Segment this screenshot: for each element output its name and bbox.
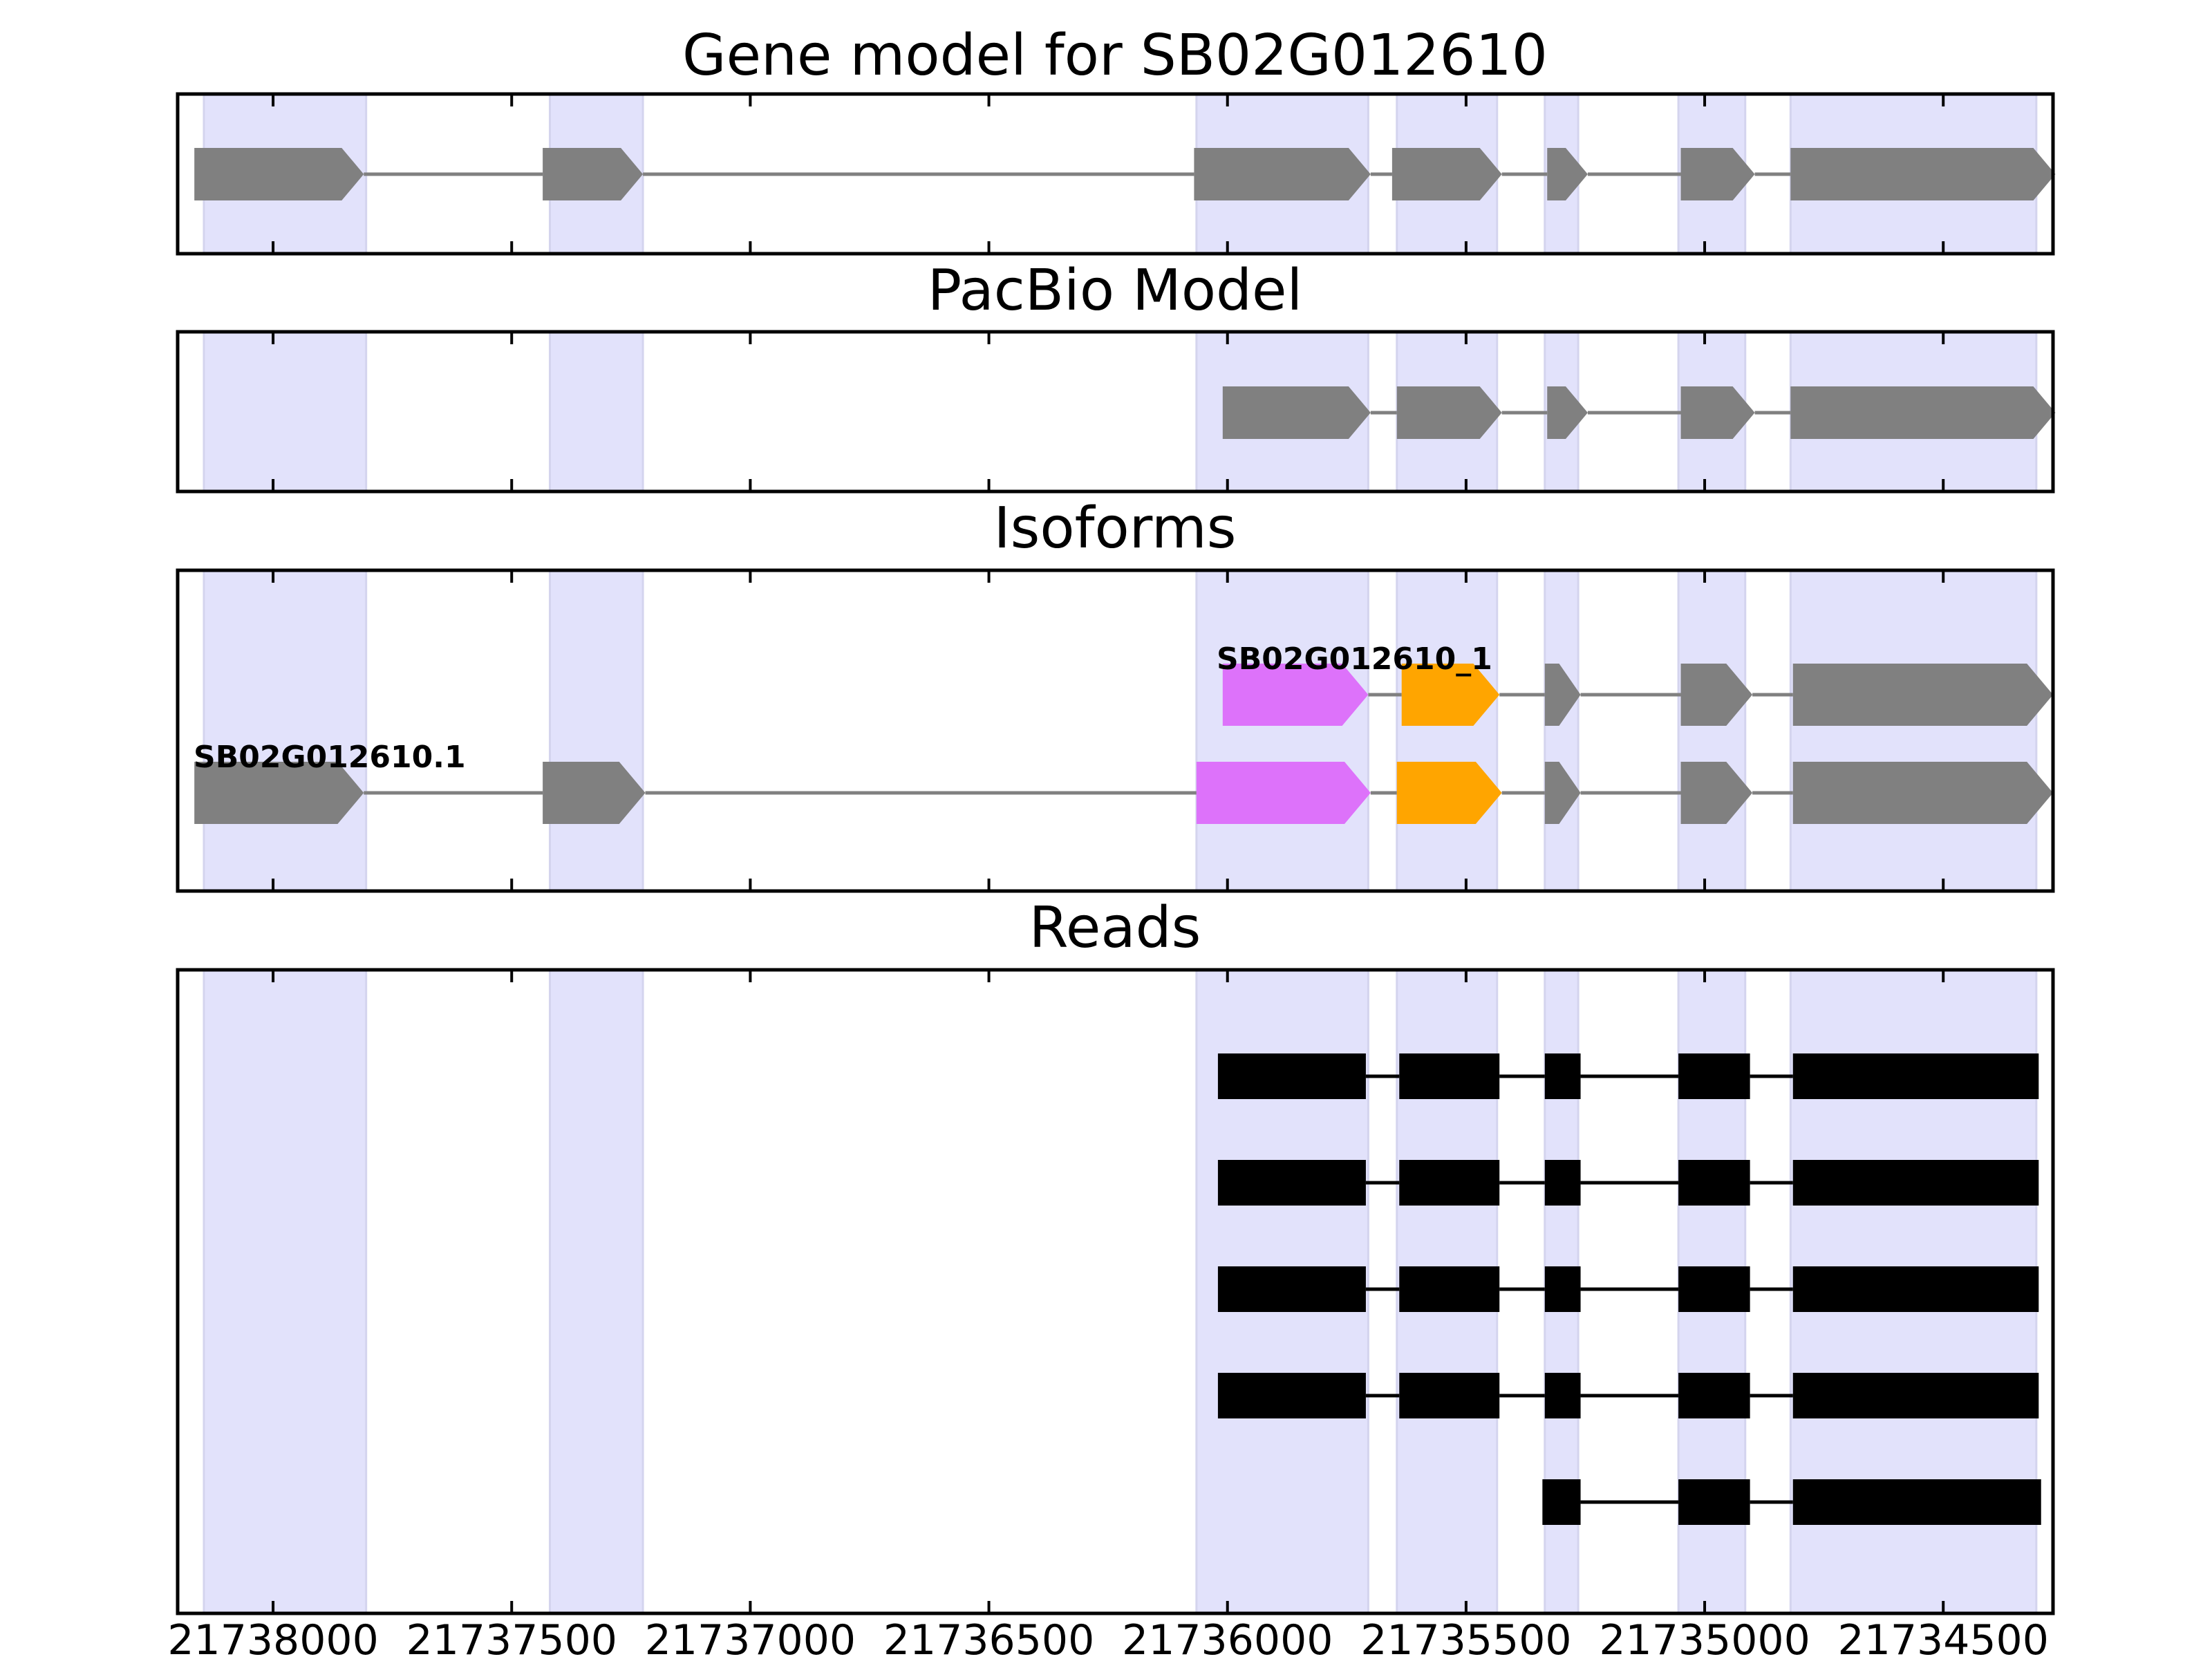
isoform-label: SB02G012610_1 <box>1217 641 1492 677</box>
x-axis-tick-labels: 21738000 21737500 21737000 21736500 21736000… <box>167 1616 2049 1659</box>
highlight-region <box>203 330 368 493</box>
read-block <box>1399 1266 1500 1312</box>
x-tick-label: 21737000 <box>645 1616 856 1659</box>
read-block <box>1792 1479 2041 1525</box>
ticks-isoforms <box>272 570 1945 891</box>
exon-arrow <box>1196 762 1371 824</box>
frame-pacbio <box>176 330 2055 494</box>
ticks-pacbio <box>272 332 1945 491</box>
exon-arrow <box>194 762 364 824</box>
x-tick-label: 21735000 <box>1599 1616 1810 1659</box>
read-block <box>1678 1160 1750 1206</box>
read-block <box>1544 1373 1581 1418</box>
highlight-region <box>548 968 644 1615</box>
exon-arrow <box>194 148 364 200</box>
exon-arrow <box>1544 664 1581 726</box>
x-tick-label: 21737500 <box>406 1616 617 1659</box>
highlight-layer-isoforms <box>203 569 2038 892</box>
highlight-region <box>1195 569 1369 892</box>
read-block <box>1544 1160 1581 1206</box>
x-tick-label: 21735500 <box>1360 1616 1571 1659</box>
panel-gene-model: Gene model for SB02G012610 <box>176 23 2056 256</box>
tracks-gene-model <box>194 148 2056 200</box>
highlight-region <box>548 569 644 892</box>
read-block <box>1542 1479 1581 1525</box>
exon-arrow <box>1792 762 2053 824</box>
ticks-gene-model <box>272 94 1945 254</box>
tracks-reads <box>1217 1053 2041 1525</box>
highlight-region <box>1544 569 1580 892</box>
exon-arrow <box>1194 148 1371 200</box>
x-tick-label: 21736000 <box>1122 1616 1333 1659</box>
read-block <box>1399 1160 1500 1206</box>
read-block <box>1217 1266 1366 1312</box>
exon-arrow <box>1222 386 1371 439</box>
highlight-layer-reads <box>203 968 2038 1615</box>
exon-arrow <box>543 762 646 824</box>
panel-title-isoforms: Isoforms <box>994 496 1237 561</box>
read-block <box>1544 1266 1581 1312</box>
isoform-label: SB02G012610.1 <box>194 740 466 775</box>
highlight-region <box>203 569 368 892</box>
panel-isoforms: Isoforms SB02G012610_1 SB02G012610.1 <box>176 496 2055 893</box>
exon-arrow <box>1680 386 1755 439</box>
read-block <box>1792 1373 2039 1418</box>
exon-arrow <box>1547 386 1588 439</box>
highlight-region <box>203 968 368 1615</box>
exon-arrow <box>1680 762 1753 824</box>
read-block <box>1217 1053 1366 1099</box>
exon-arrow <box>1544 762 1581 824</box>
frame-isoforms <box>176 568 2055 893</box>
tracks-pacbio <box>1222 386 2056 439</box>
x-tick-label: 21736500 <box>883 1616 1094 1659</box>
exon-arrow <box>1391 148 1502 200</box>
exon-arrow <box>1790 386 2056 439</box>
tracks-isoforms: SB02G012610_1 SB02G012610.1 <box>194 641 2053 824</box>
ticks-reads <box>272 970 1945 1613</box>
read-block <box>1678 1266 1750 1312</box>
read-block <box>1217 1373 1366 1418</box>
x-tick-label: 21738000 <box>167 1616 378 1659</box>
read-block <box>1792 1053 2039 1099</box>
exon-arrow <box>1680 664 1753 726</box>
panel-reads: Reads <box>176 895 2055 1615</box>
frame-gene-model <box>176 92 2055 256</box>
panel-title-reads: Reads <box>1029 895 1201 961</box>
panel-title-pacbio: PacBio Model <box>928 258 1303 324</box>
read-block <box>1678 1479 1750 1525</box>
highlight-region <box>1677 569 1747 892</box>
read-block <box>1544 1053 1581 1099</box>
exon-arrow <box>1222 664 1369 726</box>
exon-arrow <box>1401 664 1500 726</box>
highlight-region <box>1789 569 2038 892</box>
x-tick-label: 21734500 <box>1838 1616 2049 1659</box>
exon-arrow <box>1790 148 2056 200</box>
read-block <box>1792 1266 2039 1312</box>
exon-arrow <box>543 148 644 200</box>
exon-arrow <box>1396 762 1502 824</box>
read-block <box>1792 1160 2039 1206</box>
panel-title-gene-model: Gene model for SB02G012610 <box>682 23 1548 88</box>
read-block <box>1217 1160 1366 1206</box>
highlight-region <box>1396 569 1499 892</box>
exon-arrow <box>1396 386 1502 439</box>
read-block <box>1678 1373 1750 1418</box>
exon-arrow <box>1792 664 2053 726</box>
read-block <box>1399 1053 1500 1099</box>
frame-reads <box>176 968 2055 1615</box>
read-block <box>1399 1373 1500 1418</box>
exon-arrow <box>1680 148 1755 200</box>
read-block <box>1678 1053 1750 1099</box>
exon-arrow <box>1547 148 1588 200</box>
highlight-region <box>548 330 644 493</box>
panel-pacbio-model: PacBio Model <box>176 258 2056 494</box>
